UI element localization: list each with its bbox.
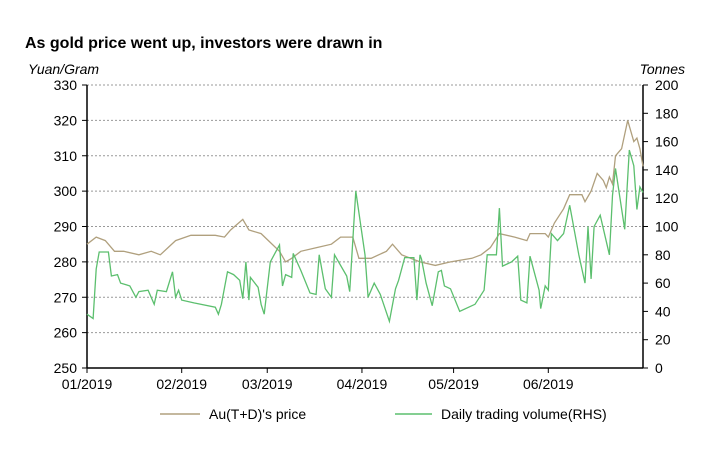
right-tick-label: 20	[655, 332, 671, 348]
left-tick-label: 310	[54, 148, 78, 164]
right-tick-label: 40	[655, 303, 671, 319]
left-tick-label: 300	[54, 183, 78, 199]
right-tick-label: 100	[655, 219, 679, 235]
right-tick-label: 60	[655, 275, 671, 291]
left-axis-label: Yuan/Gram	[28, 61, 99, 77]
gridlines	[87, 84, 643, 334]
right-tick-label: 0	[655, 360, 663, 376]
right-tick-label: 200	[655, 77, 679, 93]
left-tick-label: 280	[54, 254, 78, 270]
volume-line	[86, 149, 644, 324]
x-tick-label: 03/2019	[242, 376, 293, 392]
right-tick-label: 160	[655, 134, 679, 150]
right-tick-label: 140	[655, 162, 679, 178]
x-tick-label: 05/2019	[428, 376, 479, 392]
legend-label-price: Au(T+D)'s price	[209, 406, 306, 422]
x-tick-label: 02/2019	[156, 376, 207, 392]
axes: 250 260 270 280 290 300 310 320 330 0 20 40 60 80 100 1…	[54, 77, 679, 392]
right-tick-label: 80	[655, 247, 671, 263]
left-tick-label: 330	[54, 77, 78, 93]
x-tick-label: 06/2019	[523, 376, 574, 392]
left-tick-label: 290	[54, 219, 78, 235]
right-tick-label: 180	[655, 105, 679, 121]
price-line	[86, 120, 644, 267]
right-axis-label: Tonnes	[640, 61, 685, 77]
chart-title: As gold price went up, investors were dr…	[25, 35, 382, 52]
left-tick-label: 320	[54, 112, 78, 128]
x-tick-label: 01/2019	[62, 376, 113, 392]
right-tick-label: 120	[655, 190, 679, 206]
x-tick-label: 04/2019	[337, 376, 388, 392]
left-tick-label: 270	[54, 289, 78, 305]
left-tick-label: 260	[54, 325, 78, 341]
series-lines	[86, 120, 644, 324]
legend: Au(T+D)'s price Daily trading volume(RHS…	[160, 406, 607, 422]
left-tick-label: 250	[54, 360, 78, 376]
legend-label-volume: Daily trading volume(RHS)	[441, 406, 607, 422]
